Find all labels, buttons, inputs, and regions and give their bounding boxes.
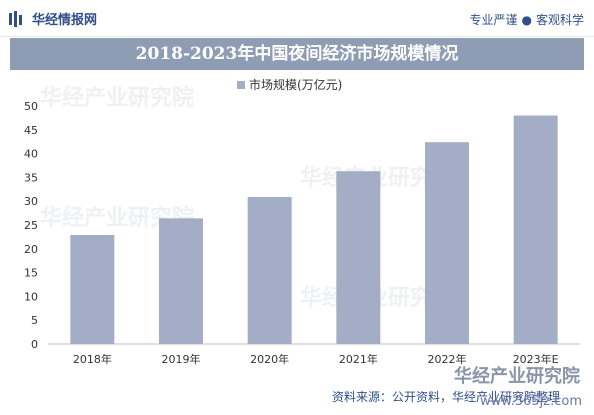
header-bar: 华经情报网 专业严谨 ● 客观科学 bbox=[0, 0, 594, 37]
chart-title-bar: 2018-2023年中国夜间经济市场规模情况 bbox=[10, 38, 584, 70]
slogan-left: 专业严谨 bbox=[469, 13, 518, 27]
y-tick-label: 10 bbox=[24, 290, 38, 303]
x-tick-label: 2020年 bbox=[250, 352, 289, 366]
y-tick-label: 15 bbox=[24, 267, 38, 280]
legend-swatch bbox=[237, 80, 245, 89]
chart-title: 2018-2023年中国夜间经济市场规模情况 bbox=[135, 44, 459, 64]
bar bbox=[70, 234, 115, 344]
watermark-site: www.365jz.com bbox=[480, 394, 582, 409]
x-tick-label: 2019年 bbox=[162, 352, 201, 366]
legend-label: 市场规模(万亿元) bbox=[249, 78, 343, 92]
y-tick-label: 50 bbox=[24, 100, 38, 113]
logo-icon bbox=[9, 10, 22, 27]
slogan-right: 客观科学 bbox=[535, 13, 584, 27]
brand-name: 华经情报网 bbox=[32, 13, 98, 28]
x-tick-label: 2022年 bbox=[428, 352, 467, 366]
y-tick-label: 30 bbox=[24, 195, 38, 208]
chart-legend: 市场规模(万亿元) bbox=[237, 76, 342, 93]
source-note: 资料来源：公开资料，华经产业研究院整理 bbox=[332, 390, 561, 404]
bar bbox=[247, 196, 292, 344]
y-tick-label: 0 bbox=[31, 338, 38, 351]
x-tick-label: 2021年 bbox=[339, 352, 378, 366]
x-tick-label: 2023年E bbox=[513, 352, 559, 366]
bar bbox=[513, 115, 558, 345]
bar bbox=[159, 218, 203, 344]
y-tick-label: 5 bbox=[31, 314, 38, 327]
watermark-logo-text: 华经产业研究院 bbox=[454, 366, 580, 387]
bar bbox=[425, 142, 469, 344]
y-tick-label: 45 bbox=[24, 124, 38, 137]
y-tick-label: 40 bbox=[24, 148, 38, 161]
y-tick-label: 25 bbox=[24, 219, 38, 232]
y-tick-label: 20 bbox=[24, 243, 38, 256]
bar bbox=[336, 171, 381, 344]
slogan-separator: ● bbox=[521, 13, 532, 27]
slogan: 专业严谨 ● 客观科学 bbox=[469, 11, 584, 28]
brand[interactable]: 华经情报网 bbox=[8, 9, 97, 28]
x-tick-label: 2018年 bbox=[73, 352, 112, 366]
y-tick-label: 35 bbox=[24, 171, 38, 184]
